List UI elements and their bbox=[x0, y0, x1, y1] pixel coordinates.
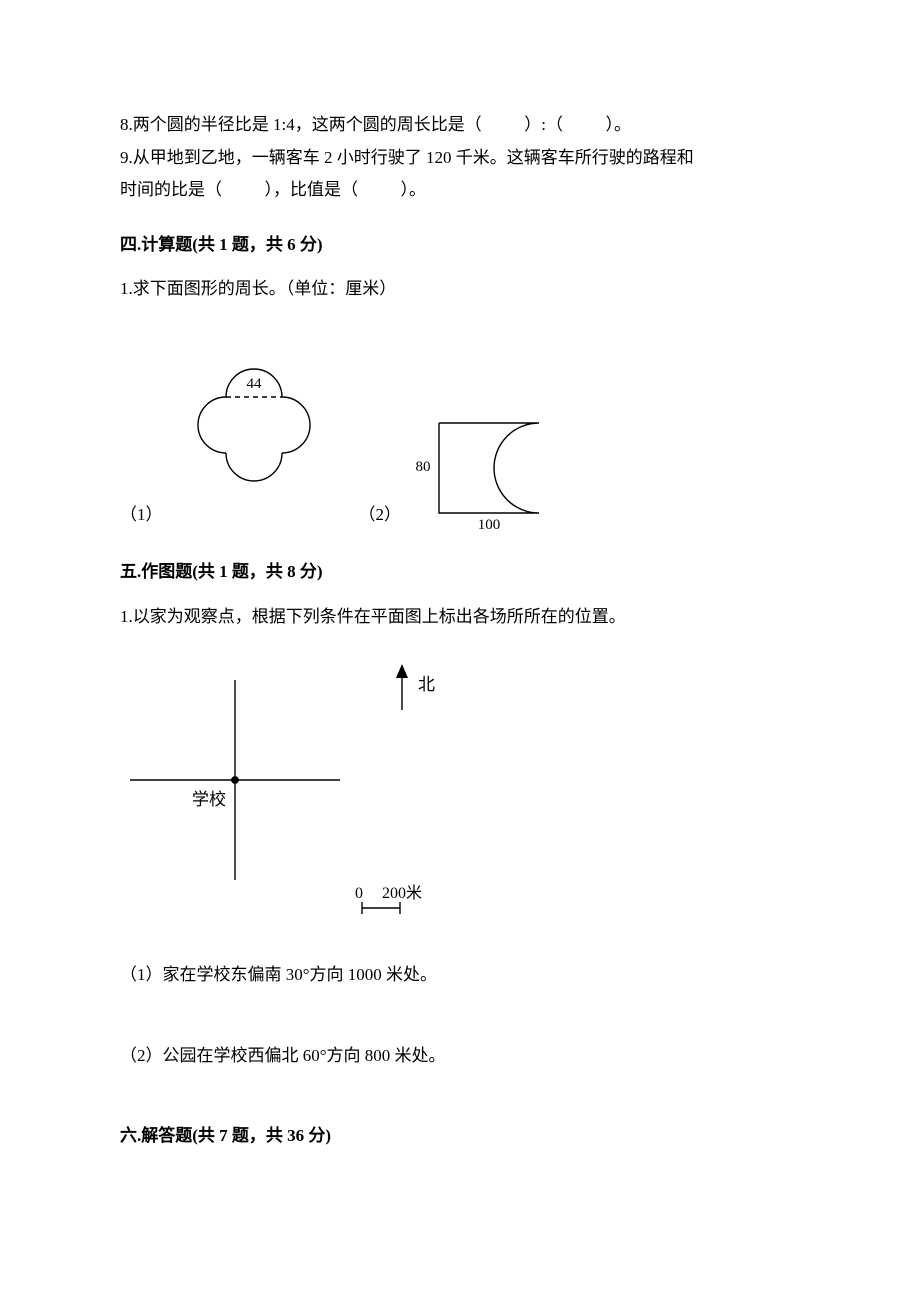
fig2-bottom: 100 bbox=[478, 517, 501, 533]
q9-line2-c: ）。 bbox=[401, 180, 427, 199]
q8-text-a: 8.两个圆的半径比是 1:4，这两个圆的周长比是（ bbox=[120, 115, 482, 134]
q9-blank-2 bbox=[362, 180, 396, 199]
q9-line2-a: 时间的比是（ bbox=[120, 180, 222, 199]
fig2-side: 80 bbox=[416, 459, 431, 475]
section-6-heading: 六.解答题(共 7 题，共 36 分) bbox=[120, 1121, 800, 1152]
school-label: 学校 bbox=[192, 790, 226, 809]
question-9-line1: 9.从甲地到乙地，一辆客车 2 小时行驶了 120 千米。这辆客车所行驶的路程和 bbox=[120, 143, 800, 174]
question-9-line2: 时间的比是（ ），比值是（ ）。 bbox=[120, 175, 800, 206]
fig2-label: （2） bbox=[359, 500, 402, 533]
section-4-q1: 1.求下面图形的周长。（单位：厘米） bbox=[120, 274, 800, 305]
q9-blank-1 bbox=[226, 180, 260, 199]
section-5-sub1: （1）家在学校东偏南 30°方向 1000 米处。 bbox=[120, 960, 800, 991]
compass-figure: 北 学校 0 200米 bbox=[120, 650, 460, 930]
fig1-label: （1） bbox=[120, 500, 163, 533]
q8-text-c: ）。 bbox=[605, 115, 631, 134]
q9-line2-b: ），比值是（ bbox=[265, 180, 359, 199]
q8-blank-1 bbox=[486, 115, 520, 134]
q9-line1: 9.从甲地到乙地，一辆客车 2 小时行驶了 120 千米。这辆客车所行驶的路程和 bbox=[120, 148, 694, 167]
scale-zero: 0 bbox=[355, 885, 363, 902]
north-label: 北 bbox=[418, 675, 435, 694]
question-8: 8.两个圆的半径比是 1:4，这两个圆的周长比是（ ）:（ ）。 bbox=[120, 110, 800, 141]
q8-blank-2 bbox=[567, 115, 601, 134]
figure-2-shape: 80 100 bbox=[409, 413, 559, 533]
section-5-q1: 1.以家为观察点，根据下列条件在平面图上标出各场所所在的位置。 bbox=[120, 602, 800, 633]
fig1-value: 44 bbox=[246, 376, 262, 392]
q8-text-b: ）:（ bbox=[524, 115, 563, 134]
figure-1-clover: 44 bbox=[169, 333, 339, 533]
section-5-heading: 五.作图题(共 1 题，共 8 分) bbox=[120, 557, 800, 588]
scale-val: 200米 bbox=[382, 884, 422, 902]
section-5-sub2: （2）公园在学校西偏北 60°方向 800 米处。 bbox=[120, 1041, 800, 1072]
figure-row: （1） 44 （2） 80 bbox=[120, 333, 800, 533]
section-4-heading: 四.计算题(共 1 题，共 6 分) bbox=[120, 230, 800, 261]
